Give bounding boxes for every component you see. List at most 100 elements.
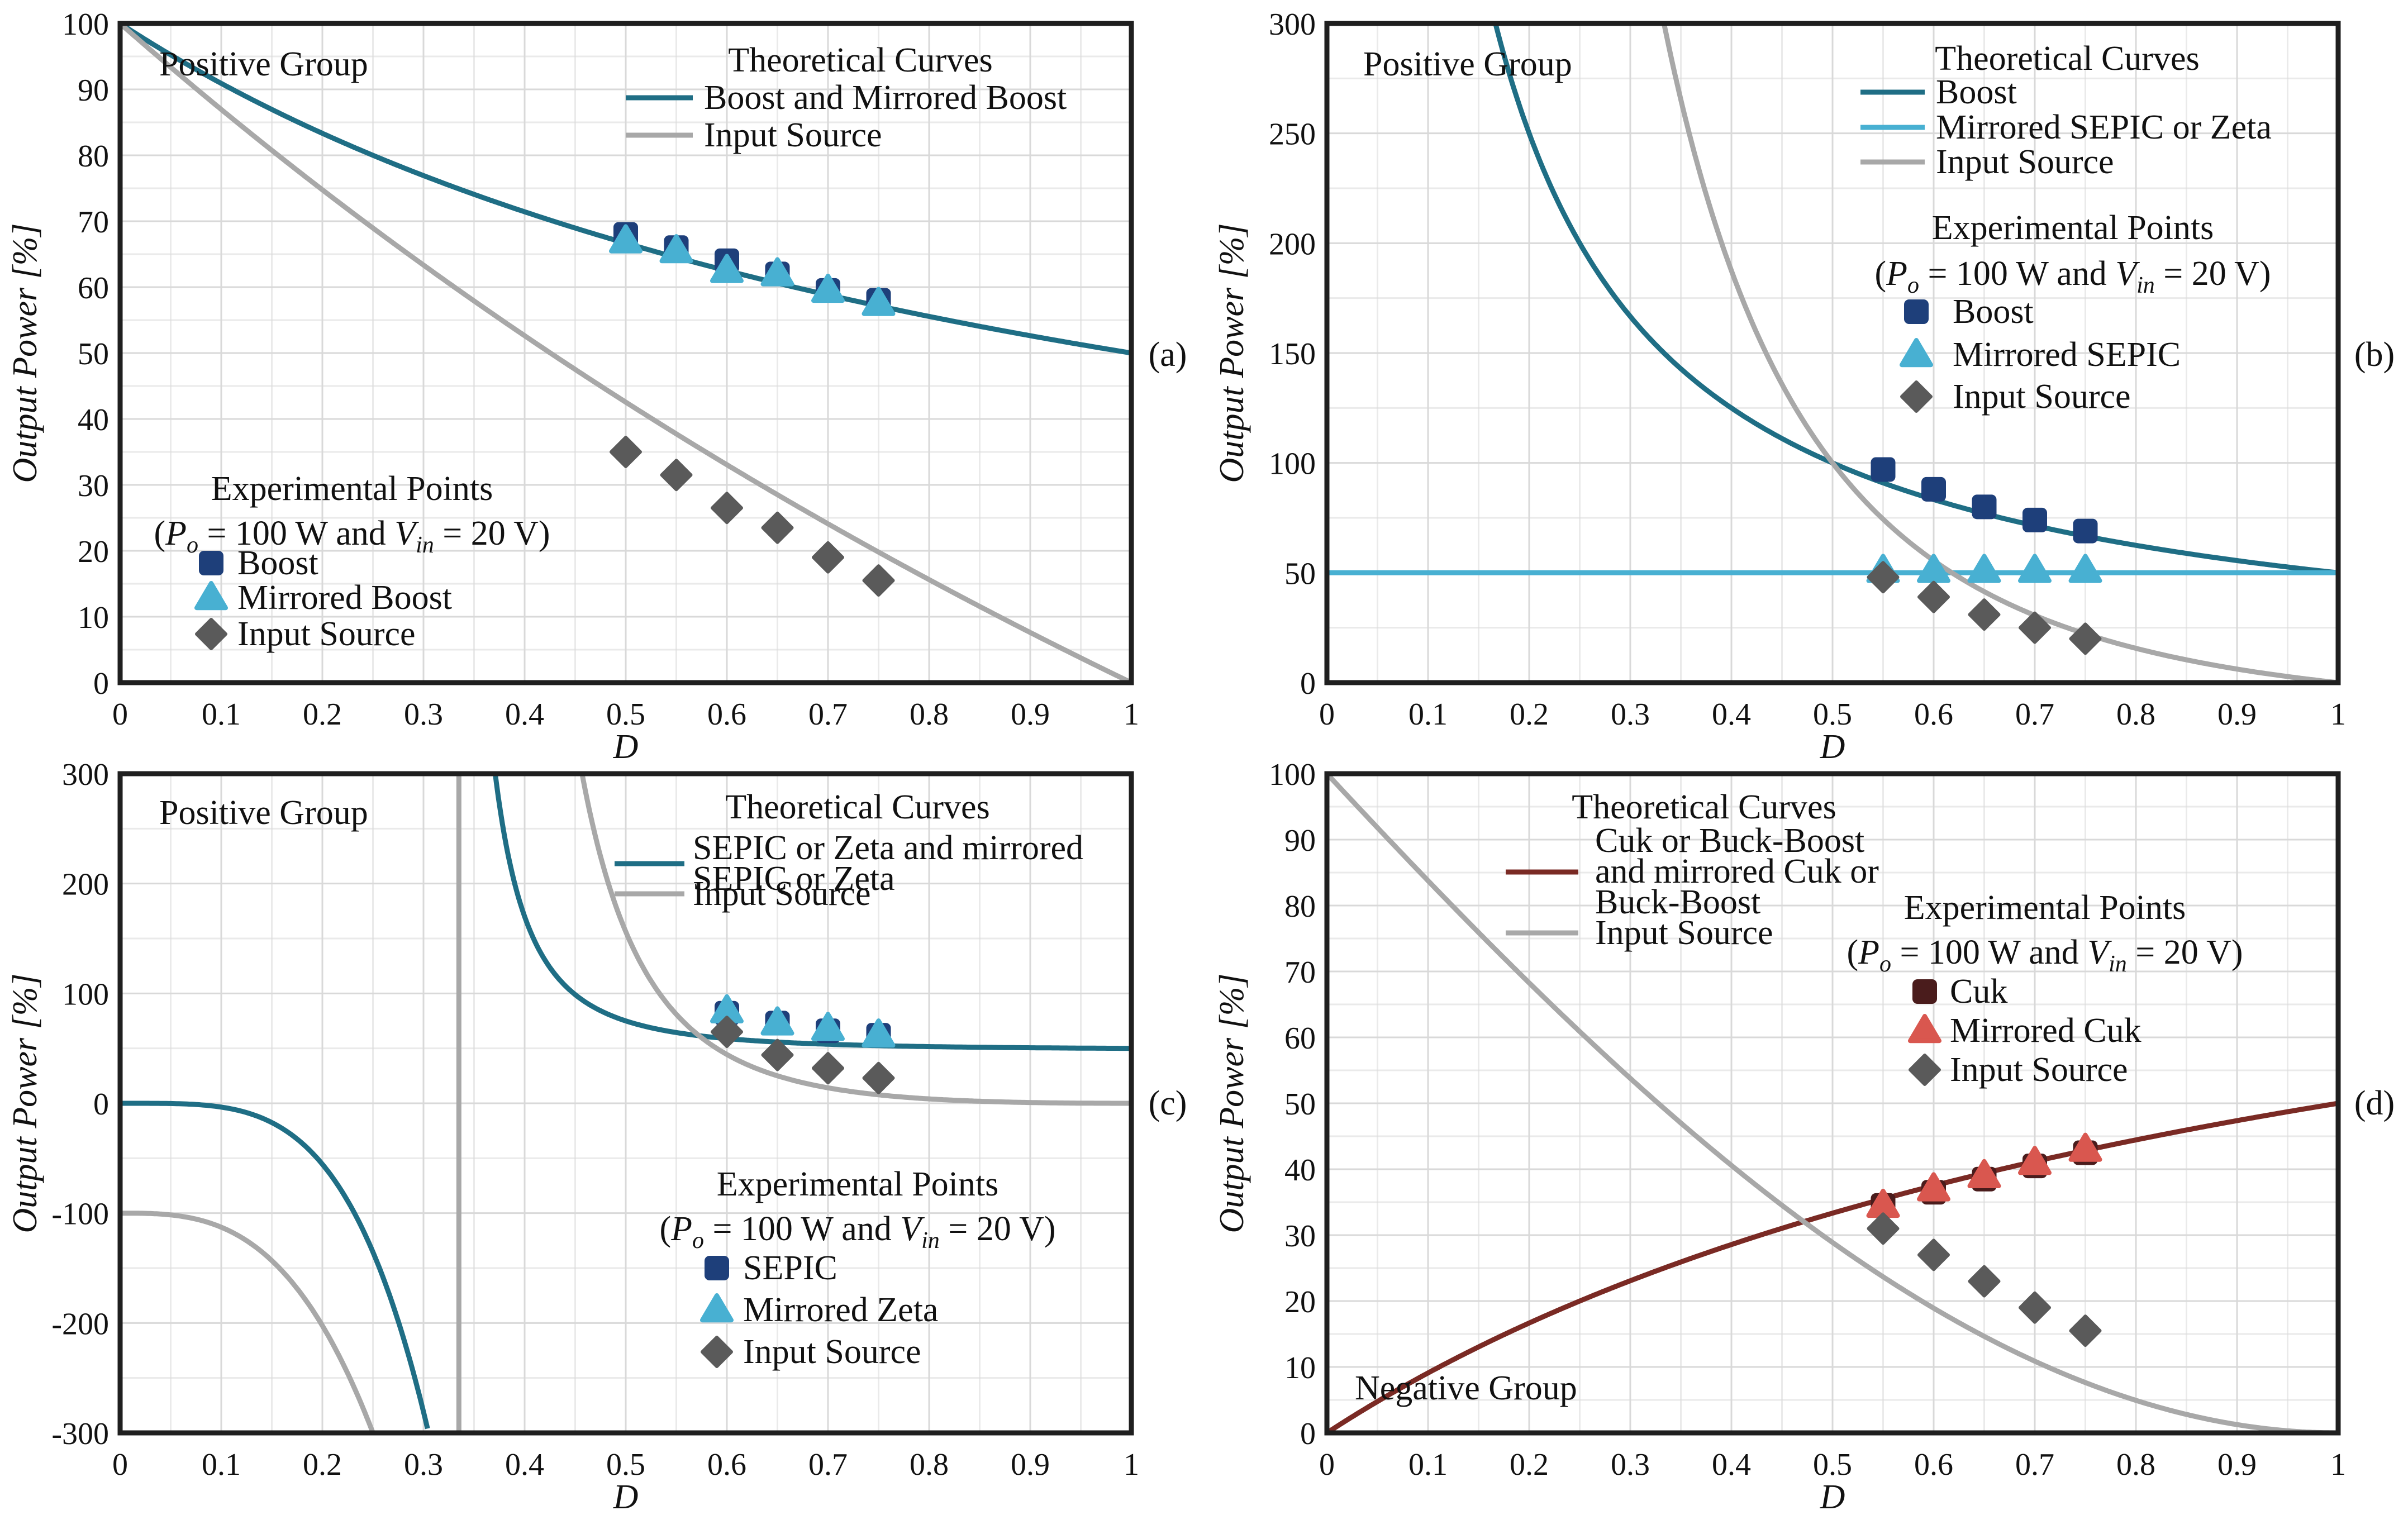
y-axis-label: Output Power [%]: [6, 223, 44, 483]
legend-curve-label: Input Source: [704, 116, 882, 154]
theory-curve-0: [1327, 1100, 2338, 1433]
y-tick-label: 250: [1269, 117, 1316, 152]
legend-marker: [1900, 380, 1933, 413]
legend-curve-label: Input Source: [1595, 914, 1773, 952]
x-tick-label: 0.6: [1914, 697, 1953, 732]
legend-curve-label: Boost and Mirrored Boost: [704, 79, 1067, 117]
y-tick-label: 100: [1269, 758, 1316, 792]
data-point-triangle: [659, 234, 693, 264]
data-point-square: [1972, 494, 1997, 520]
data-point-square: [1871, 457, 1896, 482]
x-tick-label: 0.5: [606, 697, 645, 732]
legend-curve-label: SEPIC or Zeta and mirrored: [693, 829, 1083, 867]
y-tick-label: -200: [51, 1307, 109, 1341]
panel-label: (a): [1149, 336, 1187, 374]
x-axis-label: D: [613, 728, 639, 766]
x-tick-label: 0: [112, 1447, 128, 1482]
panel-b: 0 0.1 0.2 0.3 0.4 0.5 0.6 0.7 0.8 0.9 1 0 50 100 150 20…: [1213, 7, 2395, 766]
x-tick-label: 0.9: [1011, 1447, 1050, 1482]
y-tick-label: 0: [1300, 1417, 1316, 1451]
panel-label: (b): [2354, 336, 2395, 374]
x-tick-label: 0.6: [1914, 1447, 1953, 1482]
y-tick-label: 90: [78, 73, 109, 108]
data-point-diamond: [761, 1038, 794, 1071]
data-point-diamond: [812, 541, 844, 574]
plot-frame: [1324, 21, 2341, 685]
y-tick-label: 40: [78, 403, 109, 437]
data-point-diamond: [2069, 1314, 2102, 1347]
legend-series-label: Mirrored SEPIC: [1953, 336, 2181, 374]
x-tick-label: 0.5: [1813, 697, 1852, 732]
x-tick-label: 0.7: [808, 1447, 848, 1482]
data-point-square: [1921, 477, 1946, 502]
legend-marker: [199, 551, 223, 575]
legend-marker: [701, 1336, 733, 1368]
data-point-diamond: [1867, 561, 1900, 594]
x-tick-label: 0.2: [303, 697, 342, 732]
x-tick-label: 0.5: [1813, 1447, 1852, 1482]
x-tick-label: 0.8: [910, 1447, 949, 1482]
theory-curve-0: [120, 774, 1131, 1430]
y-tick-label: 300: [1269, 7, 1316, 42]
points-d: [1866, 1132, 2102, 1347]
data-point-triangle: [1967, 554, 2001, 583]
legend-marker: [1900, 338, 1933, 368]
data-point-diamond: [1867, 1212, 1900, 1245]
x-tick-label: 0.3: [1611, 697, 1650, 732]
y-tick-label: 50: [1284, 556, 1316, 591]
data-point-triangle: [2068, 554, 2102, 583]
x-tick-label: 0.8: [2116, 697, 2155, 732]
data-point-diamond: [2069, 622, 2102, 655]
x-tick-label: 0.1: [1408, 1447, 1448, 1482]
panel-c: 0 0.1 0.2 0.3 0.4 0.5 0.6 0.7 0.8 0.9 1 -300 -200 -10…: [6, 758, 1187, 1515]
y-tick-label: 20: [78, 535, 109, 569]
plot-frame: [117, 21, 1134, 685]
data-point-triangle: [811, 1012, 845, 1041]
x-tick-label: 0.3: [1611, 1447, 1650, 1482]
data-point-diamond: [862, 1061, 895, 1094]
x-tick-label: 0.7: [2015, 697, 2054, 732]
panel-label: (d): [2354, 1084, 2395, 1122]
points-b: [1866, 457, 2102, 655]
theory-curve-2: [1661, 23, 2338, 683]
y-tick-label: 70: [1284, 955, 1316, 990]
x-tick-label: 1: [2330, 1447, 2346, 1482]
theory-curve-1: [1327, 774, 2338, 1433]
y-axis-label: Output Power [%]: [6, 974, 44, 1233]
data-point-triangle: [862, 287, 896, 316]
x-axis-label: D: [1820, 1478, 1845, 1515]
data-point-diamond: [862, 564, 895, 597]
y-tick-label: 80: [1284, 889, 1316, 924]
y-tick-label: 10: [78, 601, 109, 635]
x-tick-label: 0.2: [303, 1447, 342, 1482]
legend-curve-label: Mirrored SEPIC or Zeta: [1936, 108, 2272, 146]
y-tick-label: 300: [62, 758, 109, 792]
y-axis-label: Output Power [%]: [1213, 974, 1251, 1233]
legend-curve-label: Input Source: [1936, 143, 2114, 181]
y-tick-label: 60: [78, 271, 109, 306]
x-tick-label: 0.1: [202, 697, 241, 732]
points-a: [609, 222, 896, 597]
data-point-diamond: [2019, 611, 2051, 644]
x-tick-label: 0.8: [2116, 1447, 2155, 1482]
data-point-triangle: [1917, 1172, 1950, 1202]
y-tick-label: 100: [62, 7, 109, 42]
y-tick-label: 60: [1284, 1021, 1316, 1056]
theory-curve-1: [120, 23, 1131, 683]
y-tick-label: 0: [93, 666, 109, 701]
y-tick-label: 0: [93, 1087, 109, 1122]
curves-d: [1327, 774, 2338, 1433]
data-point-triangle: [2068, 1132, 2102, 1162]
legend-marker: [194, 581, 228, 611]
legend-series-label: Mirrored Zeta: [743, 1291, 938, 1329]
y-tick-label: 20: [1284, 1285, 1316, 1319]
legend-marker: [700, 1293, 734, 1323]
x-tick-label: 0.2: [1510, 697, 1549, 732]
data-point-diamond: [2019, 1291, 2051, 1324]
legend-series-label: Cuk: [1950, 973, 2007, 1011]
x-tick-label: 0.9: [2217, 1447, 2257, 1482]
curves-b: [1327, 23, 2338, 683]
y-tick-label: 0: [1300, 666, 1316, 701]
x-tick-label: 0.1: [1408, 697, 1448, 732]
x-tick-label: 0.7: [808, 697, 848, 732]
